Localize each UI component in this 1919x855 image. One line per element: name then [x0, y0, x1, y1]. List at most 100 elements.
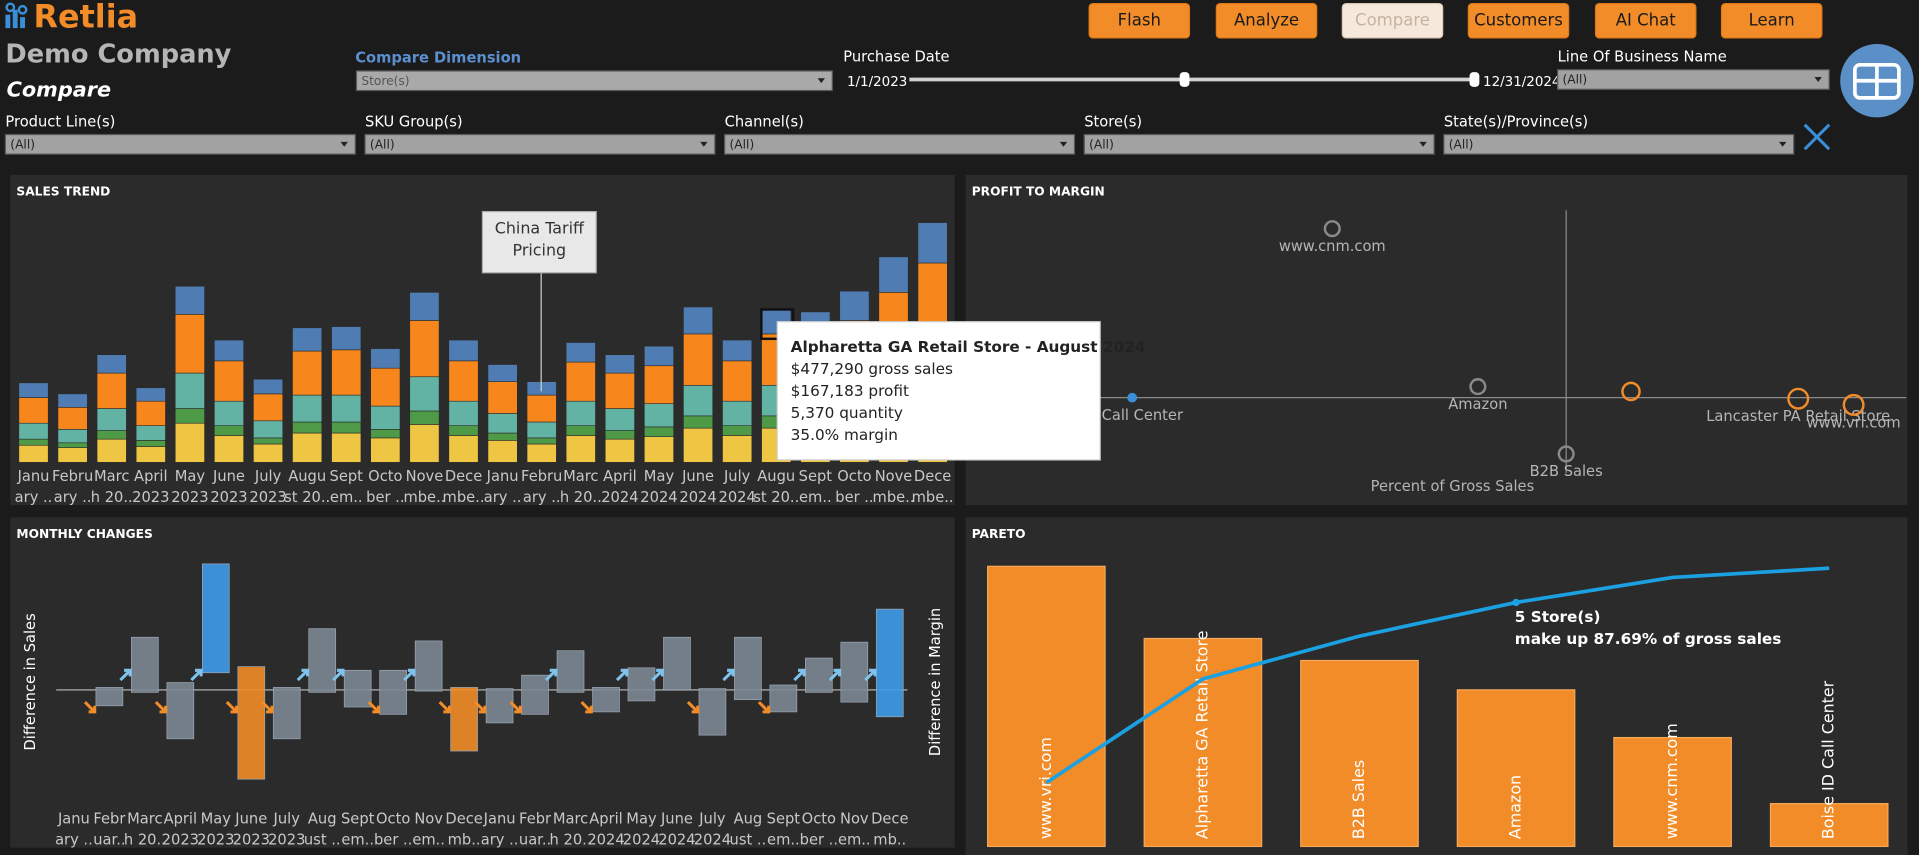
- x-tick-label: mbe..: [443, 489, 485, 506]
- bar-segment: [487, 381, 518, 414]
- x-tick-label: July: [698, 811, 726, 828]
- bar-segment: [487, 440, 518, 463]
- dropdown-box[interactable]: [1083, 133, 1435, 155]
- dropdown-value[interactable]: (All): [10, 137, 35, 151]
- layout-button[interactable]: [1840, 44, 1914, 118]
- date-slider-handle[interactable]: [1179, 72, 1190, 87]
- nav-button[interactable]: AI Chat: [1594, 3, 1697, 39]
- dropdown-arrow[interactable]: [700, 141, 708, 147]
- nav-button-bg[interactable]: [1215, 3, 1318, 39]
- dropdown-value[interactable]: Store(s): [361, 74, 409, 88]
- bar-segment: [135, 446, 166, 463]
- dropdown-arrow[interactable]: [340, 141, 348, 147]
- filter-label: Product Line(s): [5, 113, 115, 130]
- bar-label: B2B Sales: [1349, 760, 1368, 839]
- x-tick-label: July: [254, 468, 282, 485]
- x-tick-label: h 20..: [124, 831, 166, 848]
- nav-button-bg[interactable]: [1341, 3, 1444, 39]
- clear-filters-button[interactable]: [1803, 123, 1831, 151]
- nav-button[interactable]: Analyze: [1215, 3, 1318, 39]
- bar-segment: [722, 400, 753, 426]
- dropdown[interactable]: (All): [4, 133, 356, 155]
- bar-segment: [18, 444, 49, 463]
- bar-segment: [409, 376, 440, 412]
- nav-button-label[interactable]: Flash: [1118, 10, 1161, 29]
- x-tick-label: June: [681, 468, 714, 485]
- filter-label: Purchase Date: [843, 48, 949, 65]
- bar-segment: [683, 306, 714, 335]
- bar-segment: [643, 365, 674, 404]
- trend-arrow: [119, 668, 132, 682]
- dropdown[interactable]: (All): [1083, 133, 1435, 155]
- date-slider-handle[interactable]: [1469, 72, 1480, 87]
- dropdown-box[interactable]: [355, 70, 833, 92]
- bar-segment: [253, 443, 284, 463]
- dropdown[interactable]: (All): [364, 133, 716, 155]
- x-tick-label: 2024: [679, 489, 716, 506]
- bar-segment: [18, 422, 49, 440]
- dropdown-box[interactable]: [1557, 69, 1830, 90]
- nav-button[interactable]: Flash: [1088, 3, 1191, 39]
- x-tick-label: ary ..: [54, 489, 92, 506]
- dropdown-value[interactable]: (All): [1449, 137, 1474, 151]
- nav-button-bg[interactable]: [1467, 3, 1570, 39]
- bar-segment: [683, 427, 714, 463]
- x-tick-label: June: [212, 468, 245, 485]
- bar-segment: [57, 429, 88, 444]
- dropdown-value[interactable]: (All): [730, 137, 755, 151]
- bar-segment: [135, 425, 166, 441]
- dropdown-box[interactable]: [4, 133, 356, 155]
- nav-button[interactable]: Customers: [1467, 3, 1570, 39]
- dropdown-box[interactable]: [724, 133, 1076, 155]
- dropdown-arrow[interactable]: [817, 78, 825, 84]
- range-bar: [237, 666, 266, 780]
- dropdown-arrow[interactable]: [1814, 77, 1822, 82]
- x-tick-label: 2023: [132, 489, 169, 506]
- nav-button-bg[interactable]: [1594, 3, 1697, 39]
- nav-button[interactable]: Learn: [1720, 3, 1823, 39]
- tooltip: Alpharetta GA Retail Store - August 2024…: [760, 308, 1145, 461]
- x-tick-label: em..: [330, 489, 363, 506]
- x-tick-label: Febru: [52, 468, 93, 485]
- nav-button-label[interactable]: Analyze: [1234, 10, 1299, 29]
- x-tick-label: Sept: [330, 468, 364, 485]
- dropdown-box[interactable]: [1443, 133, 1795, 155]
- range-bar: [805, 657, 833, 693]
- panel-bg: [965, 174, 1908, 506]
- dropdown[interactable]: Store(s): [355, 70, 833, 92]
- trend-arrow: [154, 701, 168, 714]
- bar-segment: [331, 432, 362, 463]
- x-tick-label: mbe..: [873, 489, 915, 506]
- dropdown-value[interactable]: (All): [370, 137, 395, 151]
- bar-label: Alpharetta GA Retail Store: [1192, 631, 1211, 840]
- bar-segment: [370, 437, 401, 463]
- pareto-bar: [1769, 803, 1889, 848]
- range-bar: [166, 682, 195, 740]
- x-tick-label: 2024: [658, 831, 695, 848]
- dropdown-value[interactable]: (All): [1089, 137, 1114, 151]
- dropdown-arrow[interactable]: [1419, 141, 1427, 147]
- dropdown-value[interactable]: (All): [1563, 73, 1588, 87]
- bar-segment: [604, 438, 635, 463]
- nav-button-label[interactable]: Compare: [1355, 10, 1430, 29]
- dropdown[interactable]: (All): [724, 133, 1076, 155]
- dropdown-arrow[interactable]: [1779, 141, 1787, 147]
- nav-button-label[interactable]: Learn: [1749, 10, 1795, 29]
- nav-button-label[interactable]: Customers: [1474, 10, 1563, 29]
- dropdown[interactable]: (All): [1557, 69, 1830, 90]
- trend-arrow: [403, 668, 416, 682]
- nav-button-bg[interactable]: [1720, 3, 1823, 39]
- x-tick-label: Nove: [875, 468, 913, 485]
- trend-arrow: [864, 668, 877, 682]
- dropdown[interactable]: (All): [1443, 133, 1795, 155]
- pareto-bar: [1456, 689, 1576, 848]
- nav-button-bg[interactable]: [1088, 3, 1191, 39]
- x-tick-label: ber ..: [366, 489, 404, 506]
- nav-button[interactable]: Compare: [1341, 3, 1444, 39]
- nav-button-label[interactable]: AI Chat: [1616, 10, 1676, 29]
- dropdown-box[interactable]: [364, 133, 716, 155]
- page-title: Compare: [7, 78, 111, 102]
- x-tick-label: Marc: [563, 468, 598, 485]
- bar-segment: [409, 424, 440, 463]
- dropdown-arrow[interactable]: [1059, 141, 1068, 147]
